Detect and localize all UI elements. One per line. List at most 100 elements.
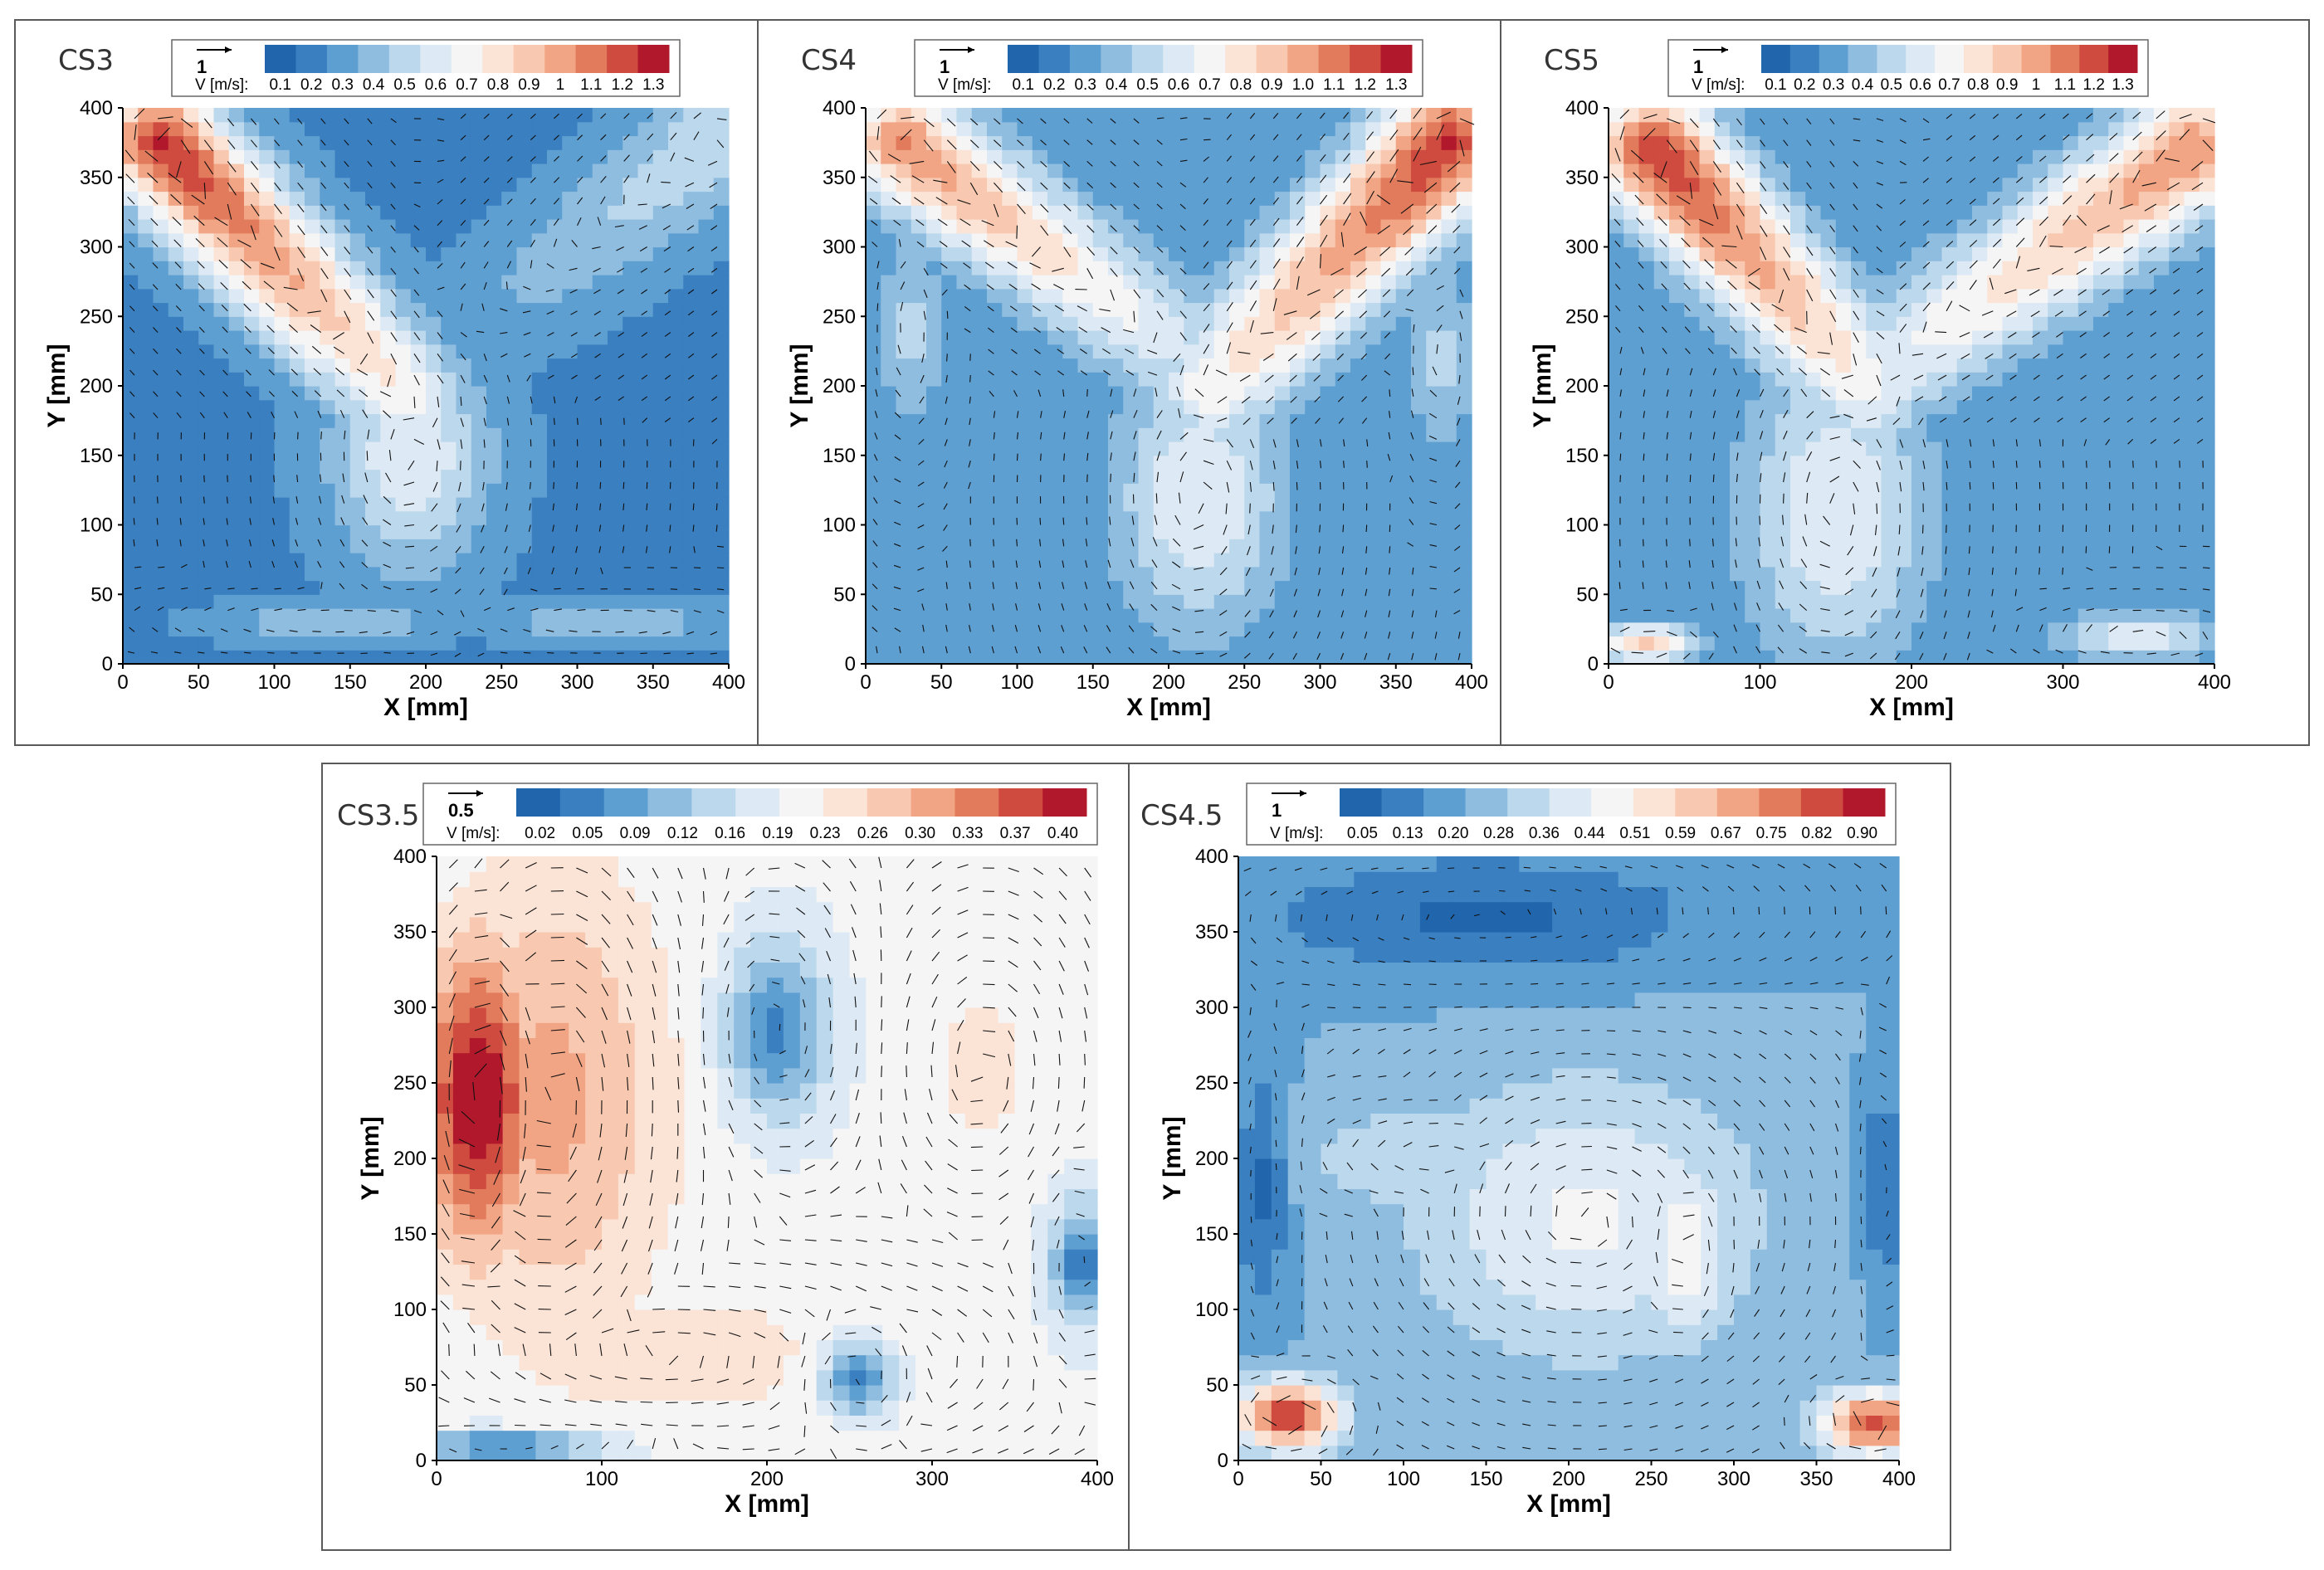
vector-arrow — [156, 496, 159, 504]
contour-cell — [1714, 594, 1731, 609]
vector-arrow — [460, 303, 463, 311]
contour-cell — [471, 232, 487, 248]
contour-cell — [1335, 636, 1351, 651]
contour-cell — [896, 524, 912, 539]
contour-cell — [1456, 441, 1472, 456]
contour-cell — [562, 510, 579, 526]
contour-cell — [1335, 566, 1351, 582]
contour-cell — [168, 372, 184, 387]
contour-cell — [259, 232, 276, 248]
vector-arrow — [670, 610, 679, 613]
contour-cell — [1032, 205, 1048, 220]
contour-cell — [1426, 524, 1443, 539]
vector-arrow — [1014, 646, 1018, 654]
contour-cell — [698, 219, 715, 234]
contour-cell — [426, 622, 442, 637]
contour-cell — [608, 163, 623, 178]
contour-cell — [198, 650, 215, 665]
vector-arrow — [432, 417, 438, 428]
vector-arrow — [574, 567, 579, 575]
contour-cell — [198, 205, 215, 220]
vector-arrow — [274, 118, 280, 125]
contour-cell — [349, 108, 366, 123]
contour-cell — [683, 232, 700, 248]
contour-cell — [1229, 413, 1245, 428]
contour-cell — [1426, 163, 1443, 178]
contour-cell — [320, 261, 336, 275]
contour-cell — [608, 275, 623, 290]
contour-cell — [941, 524, 958, 539]
contour-cell — [1032, 553, 1048, 568]
contour-cell — [395, 497, 412, 512]
contour-cell — [320, 149, 336, 164]
vector-arrow — [969, 161, 980, 172]
vector-arrow — [311, 345, 322, 354]
contour-cell — [441, 149, 457, 164]
contour-cell — [652, 232, 669, 248]
vector-arrow — [176, 327, 182, 333]
x-tick-label: 100 — [257, 671, 290, 694]
vector-arrow — [1156, 117, 1164, 119]
contour-cell — [395, 246, 412, 261]
contour-cell — [1199, 121, 1215, 137]
contour-cell — [1062, 650, 1079, 665]
contour-cell — [577, 232, 593, 248]
contour-cell — [698, 441, 715, 456]
contour-cell — [1153, 636, 1169, 651]
vector-arrow — [923, 118, 935, 128]
vector-arrow — [153, 327, 159, 333]
contour-cell — [971, 232, 988, 248]
contour-cell — [1062, 108, 1079, 123]
contour-cell — [926, 483, 942, 498]
contour-cell — [1684, 288, 1701, 304]
contour-cell — [1395, 455, 1412, 471]
contour-cell — [380, 553, 397, 568]
vector-arrow — [894, 412, 901, 419]
vector-arrow — [711, 332, 718, 337]
vector-arrow — [577, 155, 583, 162]
contour-cell — [183, 163, 199, 178]
contour-cell — [153, 330, 169, 345]
contour-cell — [608, 553, 623, 568]
contour-cell — [365, 441, 381, 456]
contour-cell — [971, 580, 988, 595]
contour-cell — [577, 302, 593, 317]
contour-cell — [198, 219, 215, 234]
vector-arrow — [546, 263, 554, 269]
contour-cell — [1684, 566, 1701, 582]
vector-arrow — [1203, 198, 1208, 205]
contour-cell — [471, 483, 487, 498]
contour-cell — [562, 469, 579, 484]
vector-arrow — [1063, 182, 1071, 189]
contour-cell — [1138, 566, 1155, 582]
contour-cell — [698, 497, 715, 512]
contour-cell — [365, 524, 381, 539]
contour-cell — [1138, 121, 1155, 137]
vector-arrow — [1007, 261, 1018, 269]
vector-arrow — [333, 332, 344, 340]
contour-cell — [516, 316, 533, 331]
contour-cell — [1350, 316, 1366, 331]
contour-cell — [1259, 580, 1276, 595]
contour-cell — [1032, 316, 1048, 331]
contour-cell — [1184, 427, 1200, 442]
vector-arrow — [1034, 370, 1041, 376]
vector-arrow — [647, 154, 653, 162]
colorbar-tick-label: 0.8 — [487, 76, 509, 94]
contour-cell — [1123, 580, 1140, 595]
vector-arrow — [1172, 628, 1181, 632]
contour-cell — [289, 135, 305, 150]
contour-cell — [1213, 553, 1230, 568]
contour-cell — [1320, 358, 1336, 373]
x-tick-label: 350 — [637, 671, 670, 694]
contour-cell — [1138, 524, 1155, 539]
contour-cell — [456, 232, 472, 248]
contour-cell — [1320, 580, 1336, 595]
vector-arrow — [199, 391, 205, 397]
contour-cell — [1123, 219, 1140, 234]
contour-cell — [289, 246, 305, 261]
contour-cell — [1108, 344, 1124, 359]
vector-arrow — [1039, 517, 1042, 525]
contour-cell — [652, 469, 669, 484]
contour-cell — [971, 483, 988, 498]
